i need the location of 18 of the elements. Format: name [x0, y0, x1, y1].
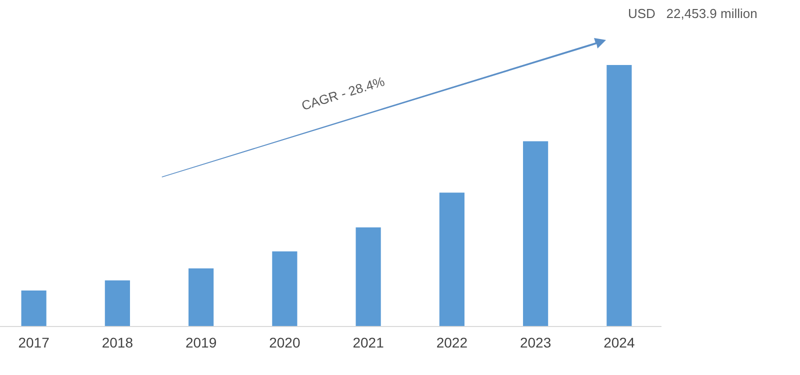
x-tick-label: 2021 — [352, 334, 384, 350]
bar — [356, 227, 381, 326]
x-tick-label: 2018 — [102, 334, 134, 350]
bar — [272, 251, 298, 326]
x-tick-label: 2017 — [18, 334, 50, 350]
bar — [523, 141, 548, 326]
x-tick-label: 2019 — [185, 334, 217, 350]
x-tick-label: 2024 — [604, 334, 635, 350]
bar — [188, 268, 214, 326]
x-tick-label: 2023 — [520, 334, 552, 350]
bar — [21, 290, 46, 326]
text: USD 22,453.9 million — [628, 6, 758, 21]
x-tick-label: 2022 — [436, 334, 468, 350]
x-tick-label: 2020 — [269, 334, 300, 350]
bar — [104, 280, 130, 326]
annotation: CAGR - 28.4% — [300, 74, 386, 114]
bar — [606, 65, 632, 326]
bar — [439, 192, 464, 326]
